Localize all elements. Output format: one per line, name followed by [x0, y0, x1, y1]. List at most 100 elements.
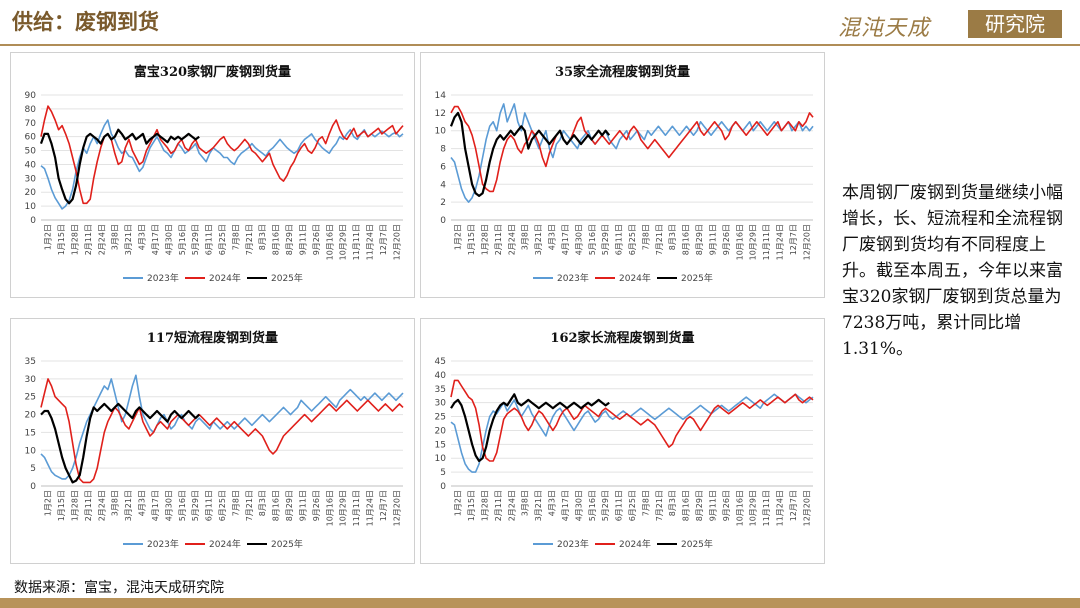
- x-tick-label: 3月8日: [521, 490, 530, 516]
- x-tick-label: 4月3日: [548, 224, 557, 250]
- x-tick-label: 5月16日: [588, 490, 597, 521]
- y-tick-label: 8: [440, 145, 446, 155]
- x-tick-label: 1月2日: [44, 490, 53, 516]
- x-tick-label: 1月2日: [454, 224, 463, 250]
- x-tick-label: 8月16日: [682, 490, 691, 521]
- x-tick-label: 10月29日: [339, 490, 348, 526]
- x-tick-label: 7月21日: [655, 224, 664, 255]
- x-tick-label: 8月29日: [285, 490, 294, 521]
- x-tick-label: 9月11日: [708, 490, 717, 521]
- chart-35-svg: 0 2 4 6 8 10 12 14 1月2日 1月15日 1月28日 2月11日 2月24日 3月8日 3…: [435, 91, 814, 284]
- legend-label: 2023年: [147, 272, 179, 284]
- x-tick-label: 8月3日: [668, 224, 677, 250]
- x-tick-label: 8月16日: [682, 224, 691, 255]
- x-tick-label: 6月11日: [615, 490, 624, 521]
- series-line-2023: [450, 103, 814, 203]
- x-tick-label: 12月7日: [789, 490, 798, 521]
- y-tick-label: 4: [440, 180, 446, 190]
- legend-label: 2025年: [271, 272, 303, 284]
- x-tick-label: 10月29日: [749, 224, 758, 260]
- x-tick-label: 4月3日: [548, 490, 557, 516]
- commentary-text: 本周钢厂废钢到货量继续小幅增长，长、短流程和全流程钢厂废钢到货均有不同程度上升。…: [842, 183, 1063, 359]
- x-tick-label: 1月28日: [71, 224, 80, 255]
- y-tick-label: 20: [435, 426, 447, 436]
- y-tick-label: 5: [440, 468, 446, 478]
- x-tick-label: 1月2日: [44, 224, 53, 250]
- x-tick-label: 3月21日: [124, 490, 133, 521]
- y-tick-label: 70: [25, 119, 37, 129]
- x-tick-label: 7月8日: [641, 490, 650, 516]
- x-tick-label: 5月29日: [601, 224, 610, 255]
- x-tick-label: 6月11日: [205, 490, 214, 521]
- x-tick-label: 1月15日: [57, 224, 66, 255]
- legend-label: 2023年: [557, 272, 589, 284]
- x-tick-label: 4月17日: [151, 490, 160, 521]
- y-tick-label: 60: [25, 133, 37, 143]
- x-tick-label: 11月11日: [762, 490, 771, 526]
- x-tick-label: 9月11日: [298, 490, 307, 521]
- y-tick-label: 80: [25, 105, 37, 115]
- x-tick-label: 1月2日: [454, 490, 463, 516]
- x-tick-label: 1月28日: [481, 490, 490, 521]
- x-tick-label: 2月11日: [494, 224, 503, 255]
- header-divider: [0, 44, 1080, 46]
- x-tick-label: 6月25日: [218, 224, 227, 255]
- y-tick-label: 14: [435, 91, 447, 101]
- chart-title: 162家长流程废钢到货量: [550, 331, 695, 346]
- series-line-2023: [40, 374, 404, 480]
- x-tick-label: 8月3日: [668, 490, 677, 516]
- x-tick-label: 2月24日: [507, 490, 516, 521]
- legend-label: 2023年: [147, 538, 179, 550]
- x-tick-label: 3月8日: [111, 490, 120, 516]
- y-tick-label: 10: [25, 446, 37, 456]
- x-tick-label: 4月30日: [164, 490, 173, 521]
- x-tick-label: 11月24日: [365, 490, 374, 526]
- legend-label: 2024年: [619, 272, 651, 284]
- legend-label: 2025年: [681, 272, 713, 284]
- logo-text-badge: 研究院: [968, 10, 1062, 38]
- series-line-2024: [40, 105, 404, 205]
- page-title: 供给：废钢到货: [12, 9, 159, 34]
- x-tick-label: 5月29日: [191, 224, 200, 255]
- x-tick-label: 1月15日: [467, 224, 476, 255]
- x-tick-label: 5月29日: [191, 490, 200, 521]
- y-tick-label: 15: [25, 428, 36, 438]
- x-tick-label: 11月11日: [352, 224, 361, 260]
- legend-label: 2024年: [209, 272, 241, 284]
- x-tick-label: 1月15日: [57, 490, 66, 521]
- x-tick-label: 12月20日: [392, 490, 401, 526]
- y-tick-label: 0: [30, 482, 36, 492]
- x-tick-label: 4月30日: [574, 490, 583, 521]
- x-tick-label: 6月25日: [628, 490, 637, 521]
- y-tick-label: 40: [25, 160, 37, 170]
- y-tick-label: 5: [30, 464, 36, 474]
- chart-title: 117短流程废钢到货量: [146, 331, 279, 346]
- series-line-2024: [450, 105, 814, 193]
- y-tick-label: 30: [25, 174, 37, 184]
- y-tick-label: 25: [25, 393, 36, 403]
- y-tick-label: 45: [435, 357, 446, 367]
- y-tick-label: 35: [25, 357, 36, 367]
- x-tick-label: 1月15日: [467, 490, 476, 521]
- series-line-2025: [39, 128, 200, 205]
- x-tick-label: 10月29日: [749, 490, 758, 526]
- y-tick-label: 0: [30, 216, 36, 226]
- x-tick-label: 3月21日: [124, 224, 133, 255]
- x-tick-label: 4月17日: [151, 224, 160, 255]
- x-tick-label: 6月11日: [205, 224, 214, 255]
- x-tick-label: 2月24日: [97, 224, 106, 255]
- series-line-2024: [450, 379, 814, 462]
- footer-bar: [0, 598, 1080, 608]
- brand-logo: 混沌天成 研究院: [838, 10, 1066, 41]
- y-tick-label: 10: [435, 127, 447, 137]
- y-tick-label: 20: [25, 188, 37, 198]
- x-tick-label: 10月29日: [339, 224, 348, 260]
- x-tick-label: 9月11日: [708, 224, 717, 255]
- x-tick-label: 9月26日: [312, 224, 321, 255]
- x-tick-label: 10月16日: [325, 490, 334, 526]
- y-tick-label: 15: [435, 440, 446, 450]
- x-tick-label: 6月25日: [218, 490, 227, 521]
- y-tick-label: 20: [25, 411, 37, 421]
- x-tick-label: 8月29日: [285, 224, 294, 255]
- series-line-2025: [450, 393, 610, 463]
